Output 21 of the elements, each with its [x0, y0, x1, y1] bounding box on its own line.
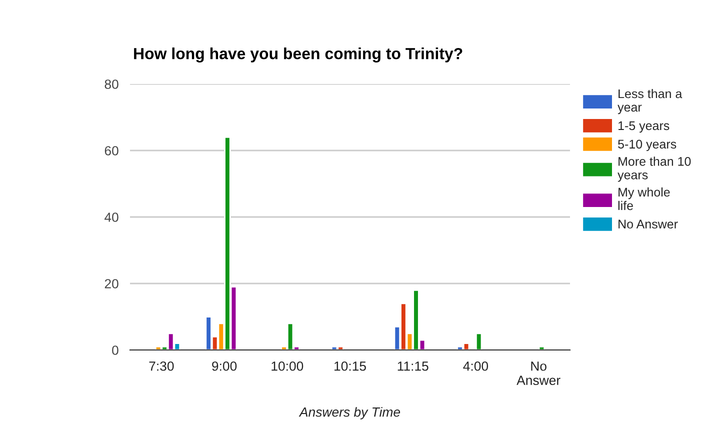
x-tick-label: 7:30 — [149, 361, 174, 371]
x-tick-label: 4:00 — [463, 361, 488, 371]
x-axis-title: Answers by Time — [298, 407, 400, 420]
y-tick-label: 20 — [104, 279, 118, 288]
legend-label: Less than a year — [618, 89, 682, 114]
legend-label: My whole life — [618, 187, 670, 210]
bar — [475, 332, 482, 350]
y-tick-label: 40 — [104, 212, 118, 222]
y-tick-label: 80 — [104, 80, 118, 89]
chart-title: How long have you been coming to Trinity? — [134, 48, 462, 62]
x-tick-label: No Answer — [516, 362, 560, 386]
legend-label: No Answer — [618, 220, 678, 229]
legend-label: More than 10 years — [618, 156, 691, 182]
x-tick-label: 11:15 — [398, 362, 428, 371]
x-tick-label: 9:00 — [212, 361, 237, 371]
y-tick-label: 60 — [104, 146, 118, 156]
x-tick-label: 10:00 — [272, 361, 304, 371]
legend-label: 1-5 years — [618, 121, 670, 133]
legend-label: 5-10 years — [618, 140, 676, 152]
y-tick-label: 0 — [112, 346, 118, 355]
x-tick-label: 10:15 — [334, 361, 366, 371]
